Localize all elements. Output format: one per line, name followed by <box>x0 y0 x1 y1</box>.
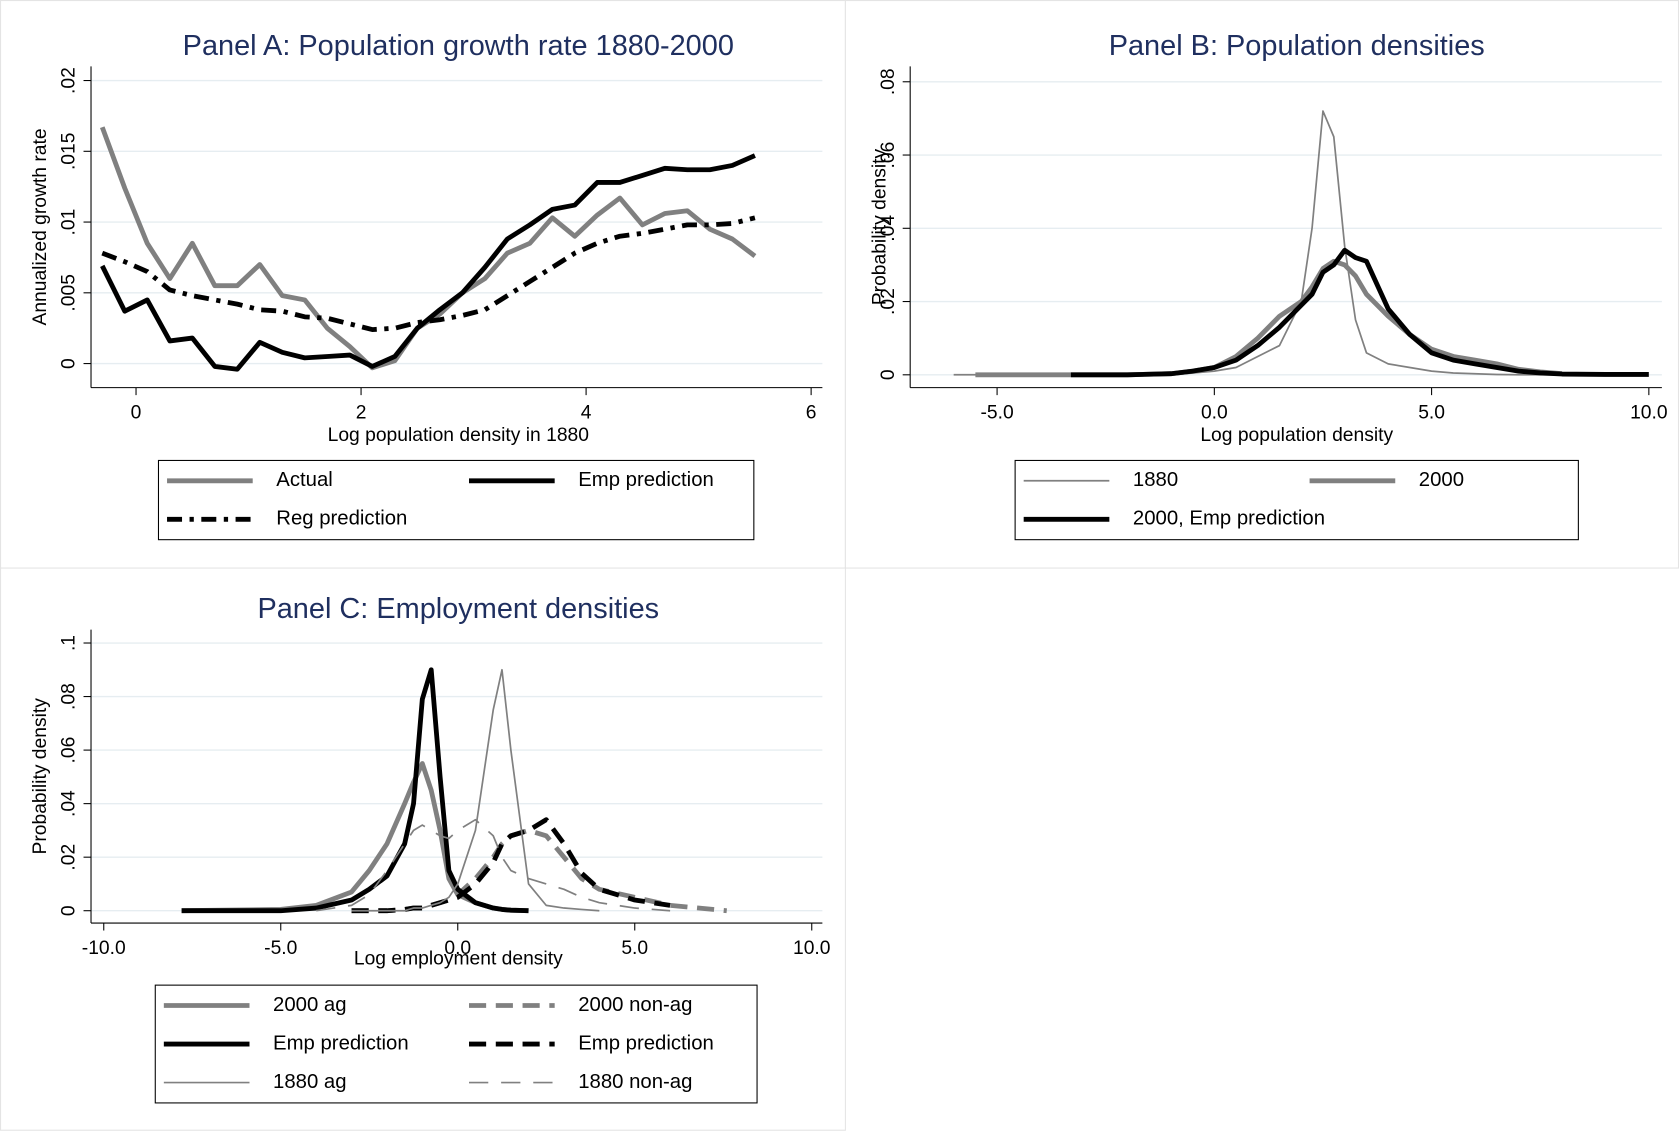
x-tick-label: 2 <box>356 402 367 423</box>
y-tick-label: 0 <box>878 369 899 380</box>
legend-box <box>157 459 755 541</box>
legend-box <box>154 984 758 1104</box>
chart-title: Panel B: Population densities <box>1109 30 1485 62</box>
legend-label: 2000 non-ag <box>578 994 692 1016</box>
y-tick-label: .02 <box>878 288 899 315</box>
data-line <box>100 153 756 372</box>
legend-label: Emp prediction <box>273 1032 409 1054</box>
legend-label: 1880 <box>1133 469 1178 491</box>
x-tick-label: 0 <box>131 402 142 423</box>
legend-label: Reg prediction <box>276 508 407 530</box>
legend-label: Emp prediction <box>578 1032 714 1054</box>
y-tick-label: .02 <box>59 67 80 94</box>
chart-title: Panel C: Employment densities <box>257 593 659 625</box>
y-tick-label: .08 <box>59 683 80 710</box>
x-tick-label: -5.0 <box>264 938 297 959</box>
y-axis-label: Probability density <box>30 698 51 855</box>
legend-label: 2000, Emp prediction <box>1133 508 1325 530</box>
data-line <box>351 668 600 912</box>
x-tick-label: 6 <box>806 402 817 423</box>
y-tick-label: .015 <box>59 133 80 171</box>
legend-label: 2000 <box>1419 469 1464 491</box>
chart-title: Panel A: Population growth rate 1880-200… <box>183 30 734 62</box>
legend-label: Emp prediction <box>578 469 714 491</box>
legend-box <box>1014 459 1579 541</box>
y-tick-label: .04 <box>878 215 899 242</box>
y-tick-label: .06 <box>59 737 80 764</box>
y-tick-label: 0 <box>59 358 80 369</box>
x-tick-label: -5.0 <box>980 402 1013 423</box>
x-axis-label: Log population density in 1880 <box>328 425 589 446</box>
y-tick-label: .01 <box>59 209 80 236</box>
x-axis-label: Log employment density <box>354 949 563 970</box>
y-axis-label: Annualized growth rate <box>30 128 51 325</box>
x-tick-label: 10.0 <box>1630 402 1667 423</box>
x-tick-label: 0.0 <box>1201 402 1228 423</box>
y-tick-label: .1 <box>59 635 80 651</box>
data-line <box>1070 247 1649 378</box>
x-tick-label: 0.0 <box>444 938 471 959</box>
x-tick-label: 10.0 <box>793 938 831 959</box>
x-tick-label: 5.0 <box>1418 402 1445 423</box>
legend-label: 1880 ag <box>273 1071 346 1093</box>
x-tick-label: -10.0 <box>82 938 126 959</box>
y-tick-label: .005 <box>59 274 80 312</box>
x-tick-label: 4 <box>581 402 592 423</box>
legend-label: Actual <box>276 469 333 491</box>
x-tick-label: 5.0 <box>621 938 648 959</box>
legend-label: 2000 ag <box>273 994 346 1016</box>
y-tick-label: .06 <box>878 142 899 169</box>
y-tick-label: .04 <box>59 790 80 817</box>
y-tick-label: .02 <box>59 844 80 871</box>
y-tick-label: .08 <box>878 68 899 95</box>
data-line <box>316 818 671 912</box>
y-tick-label: 0 <box>59 905 80 916</box>
data-line <box>181 667 529 914</box>
x-axis-label: Log population density <box>1200 425 1393 446</box>
y-axis-label: Probability density <box>869 148 890 305</box>
legend-label: 1880 non-ag <box>578 1071 692 1093</box>
